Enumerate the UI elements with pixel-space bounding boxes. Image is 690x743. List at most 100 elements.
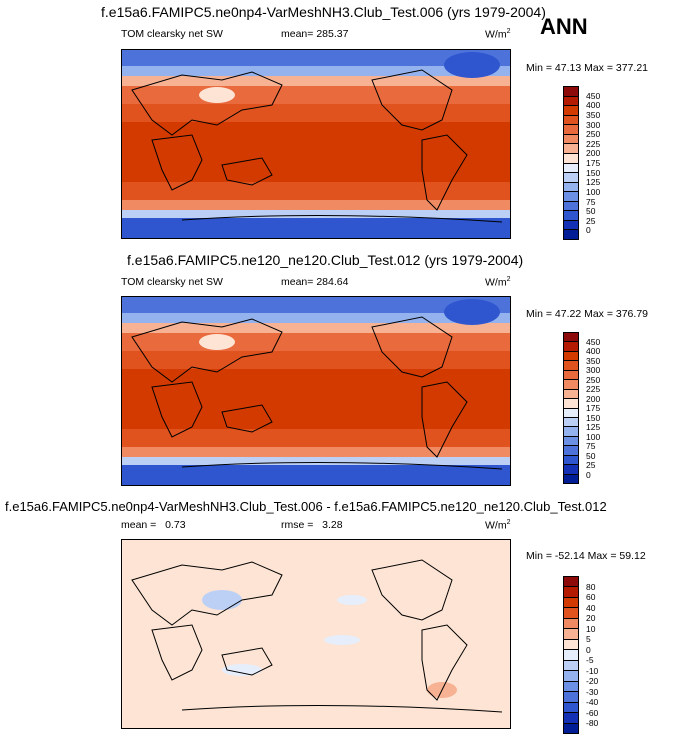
panel3-colorbar bbox=[563, 576, 579, 734]
panel2-variable: TOM clearsky net SW bbox=[121, 276, 223, 288]
panel3-rmse-value: 3.28 bbox=[322, 519, 343, 531]
panel1-units-text: W/m bbox=[485, 28, 507, 41]
panel2-units-exp: 2 bbox=[506, 276, 511, 283]
colorbar-tick-label: 0 bbox=[586, 225, 591, 236]
colorbar-tick-label: -20 bbox=[586, 676, 599, 687]
colorbar-tick-label: 150 bbox=[586, 167, 601, 178]
panel2-units-text: W/m bbox=[485, 276, 507, 289]
colorbar-tick-label: 0 bbox=[586, 469, 591, 480]
panel1-variable: TOM clearsky net SW bbox=[121, 28, 223, 40]
colorbar-tick-label: 150 bbox=[586, 412, 601, 423]
panel2-minmax: Min = 47.22 Max = 376.79 bbox=[526, 308, 648, 320]
colorbar-swatch bbox=[564, 436, 578, 447]
colorbar-swatch bbox=[564, 125, 578, 135]
colorbar-tick-label: 100 bbox=[586, 186, 601, 197]
colorbar-tick-label: 125 bbox=[586, 177, 601, 188]
colorbar-swatch bbox=[564, 211, 578, 221]
colorbar-tick-label: -10 bbox=[586, 665, 599, 676]
colorbar-swatch bbox=[564, 681, 578, 693]
season-label: ANN bbox=[540, 14, 588, 39]
colorbar-tick-label: -30 bbox=[586, 686, 599, 697]
colorbar-tick-label: 25 bbox=[586, 215, 596, 226]
colorbar-tick-label: 250 bbox=[586, 374, 601, 385]
colorbar-swatch bbox=[564, 713, 578, 724]
panel3-map-field bbox=[122, 540, 510, 728]
colorbar-tick-label: 350 bbox=[586, 355, 601, 366]
colorbar-swatch bbox=[564, 577, 578, 588]
colorbar-tick-label: 175 bbox=[586, 158, 601, 168]
colorbar-swatch bbox=[564, 333, 578, 343]
panel3-mean: mean = 0.73 bbox=[121, 519, 186, 531]
colorbar-swatch bbox=[564, 115, 578, 126]
colorbar-tick-label: 50 bbox=[586, 206, 596, 217]
panel1-map bbox=[121, 49, 511, 239]
colorbar-tick-label: -5 bbox=[586, 655, 594, 666]
colorbar-swatch bbox=[564, 639, 578, 651]
panel1-title: f.e15a6.FAMIPC5.ne0np4-VarMeshNH3.Club_T… bbox=[101, 4, 546, 20]
colorbar-tick-label: 225 bbox=[586, 138, 601, 149]
colorbar-swatch bbox=[564, 87, 578, 97]
panel3-rmse: rmse = 3.28 bbox=[281, 519, 343, 531]
colorbar-swatch bbox=[564, 201, 578, 212]
colorbar-tick-label: 5 bbox=[586, 634, 591, 645]
panel3-rmse-label: rmse = bbox=[281, 519, 314, 531]
colorbar-swatch bbox=[564, 417, 578, 428]
colorbar-swatch bbox=[564, 399, 578, 409]
colorbar-swatch bbox=[564, 618, 578, 630]
colorbar-swatch bbox=[564, 427, 578, 437]
colorbar-tick-label: -40 bbox=[586, 697, 599, 708]
colorbar-swatch bbox=[564, 597, 578, 609]
colorbar-tick-label: 100 bbox=[586, 431, 601, 442]
panel2-mean-label: mean= bbox=[281, 276, 314, 288]
colorbar-tick-label: 450 bbox=[586, 336, 601, 347]
panel2-map-field bbox=[122, 297, 510, 485]
panel3-mean-value: 0.73 bbox=[165, 519, 186, 531]
colorbar-tick-label: -80 bbox=[586, 718, 599, 729]
panel2-mean-value: 284.64 bbox=[316, 276, 349, 288]
colorbar-swatch bbox=[564, 408, 578, 418]
panel1-units-exp: 2 bbox=[506, 28, 511, 35]
colorbar-tick-label: 200 bbox=[586, 148, 601, 159]
panel1-colorbar bbox=[563, 86, 579, 240]
colorbar-tick-label: -60 bbox=[586, 707, 599, 718]
colorbar-swatch bbox=[564, 351, 578, 362]
panel1-units: W/m2 bbox=[485, 28, 510, 41]
colorbar-tick-label: 225 bbox=[586, 384, 601, 394]
colorbar-swatch bbox=[564, 608, 578, 619]
colorbar-swatch bbox=[564, 650, 578, 661]
colorbar-swatch bbox=[564, 587, 578, 598]
colorbar-swatch bbox=[564, 446, 578, 456]
panel3-title: f.e15a6.FAMIPC5.ne0np4-VarMeshNH3.Club_T… bbox=[5, 499, 607, 514]
colorbar-tick-label: 0 bbox=[586, 644, 591, 655]
colorbar-swatch bbox=[564, 702, 578, 714]
colorbar-tick-label: 10 bbox=[586, 623, 596, 634]
colorbar-swatch bbox=[564, 342, 578, 352]
colorbar-swatch bbox=[564, 144, 578, 154]
colorbar-tick-label: 350 bbox=[586, 109, 601, 120]
colorbar-tick-label: 125 bbox=[586, 422, 601, 432]
colorbar-tick-label: 50 bbox=[586, 450, 596, 461]
panel2-mean: mean= 284.64 bbox=[281, 276, 348, 288]
colorbar-swatch bbox=[564, 692, 578, 703]
colorbar-swatch bbox=[564, 380, 578, 390]
colorbar-swatch bbox=[564, 182, 578, 193]
colorbar-tick-label: 80 bbox=[586, 581, 596, 592]
panel1-map-field bbox=[122, 50, 510, 238]
colorbar-swatch bbox=[564, 361, 578, 371]
colorbar-tick-label: 75 bbox=[586, 196, 596, 207]
panel3-units-text: W/m bbox=[485, 519, 507, 532]
panel3-units: W/m2 bbox=[485, 519, 510, 532]
colorbar-tick-label: 300 bbox=[586, 119, 601, 130]
panel2-colorbar bbox=[563, 332, 579, 484]
colorbar-tick-label: 300 bbox=[586, 365, 601, 375]
panel3-minmax: Min = -52.14 Max = 59.12 bbox=[526, 550, 646, 562]
colorbar-swatch bbox=[564, 220, 578, 231]
colorbar-swatch bbox=[564, 723, 578, 734]
colorbar-tick-label: 175 bbox=[586, 403, 601, 413]
panel3-map bbox=[121, 539, 511, 729]
colorbar-swatch bbox=[564, 134, 578, 145]
colorbar-tick-label: 40 bbox=[586, 602, 596, 613]
panel3-mean-label: mean = bbox=[121, 519, 157, 531]
panel1-mean: mean= 285.37 bbox=[281, 28, 348, 40]
colorbar-tick-label: 450 bbox=[586, 90, 601, 101]
